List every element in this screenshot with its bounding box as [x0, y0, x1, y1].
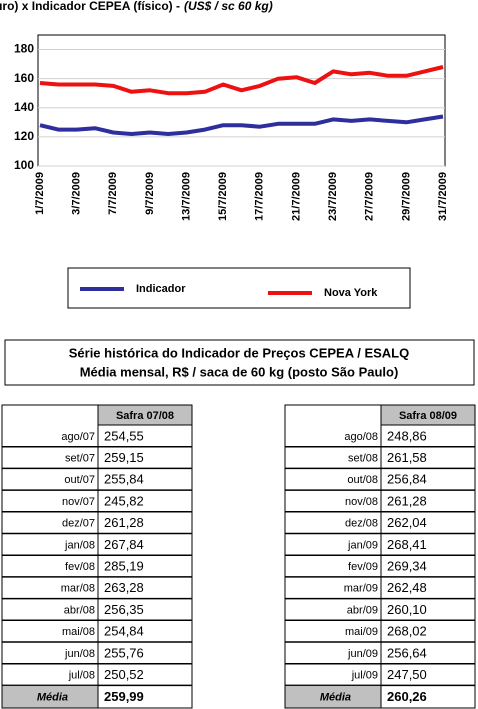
- value-cell: 262,04: [387, 515, 427, 530]
- legend-label: Nova York: [324, 287, 378, 299]
- value-cell: 260,10: [387, 602, 427, 617]
- value-cell: 268,41: [387, 537, 427, 552]
- y-tick-label: 120: [14, 129, 34, 143]
- x-tick-label: 3/7/2009: [71, 172, 83, 215]
- value-cell: 268,02: [387, 624, 427, 639]
- month-cell: set/07: [65, 452, 95, 464]
- x-tick-label: 21/7/2009: [290, 172, 302, 221]
- month-cell: mai/08: [62, 626, 95, 638]
- value-cell: 255,84: [104, 472, 144, 487]
- month-cell: jun/09: [347, 648, 378, 660]
- month-cell: abr/08: [64, 604, 95, 616]
- series-line: [39, 114, 444, 136]
- month-cell: fev/09: [348, 561, 378, 573]
- y-tick-label: 180: [14, 42, 34, 56]
- month-cell: dez/08: [345, 518, 378, 530]
- value-cell: 256,84: [387, 472, 427, 487]
- footer-value: 260,26: [387, 689, 427, 704]
- value-cell: 261,58: [387, 450, 427, 465]
- value-cell: 285,19: [104, 558, 144, 573]
- x-tick-label: 1/7/2009: [34, 172, 46, 215]
- month-cell: mai/09: [345, 626, 378, 638]
- y-tick-label: 160: [14, 71, 34, 85]
- y-tick-label: 100: [14, 158, 34, 172]
- value-cell: 261,28: [387, 493, 427, 508]
- month-cell: set/08: [348, 452, 378, 464]
- value-cell: 262,48: [387, 580, 427, 595]
- month-cell: jul/08: [68, 669, 95, 681]
- month-cell: nov/08: [345, 496, 378, 508]
- y-tick-label: 140: [14, 100, 34, 114]
- footer-value: 259,99: [104, 689, 144, 704]
- chart-title-unit: (US$ / sc 60 kg): [184, 0, 273, 13]
- value-cell: 256,64: [387, 645, 427, 660]
- x-tick-label: 7/7/2009: [107, 172, 119, 215]
- month-cell: jan/09: [347, 539, 378, 551]
- month-cell: fev/08: [65, 561, 95, 573]
- month-cell: jul/09: [351, 669, 378, 681]
- table-title-box: [4, 339, 475, 386]
- value-cell: 254,84: [104, 624, 144, 639]
- table-border: [284, 404, 476, 709]
- x-tick-label: 29/7/2009: [400, 172, 412, 221]
- table-title: Série histórica do Indicador de Preços C…: [69, 345, 410, 360]
- series-line: [39, 65, 444, 96]
- month-cell: mar/08: [61, 583, 95, 595]
- value-cell: 248,86: [387, 428, 427, 443]
- x-tick-label: 15/7/2009: [217, 172, 229, 221]
- month-cell: out/07: [64, 474, 95, 486]
- value-cell: 254,55: [104, 428, 144, 443]
- footer-label-cell: [1, 684, 99, 709]
- footer-label: Média: [320, 692, 351, 704]
- value-cell: 259,15: [104, 450, 144, 465]
- chart-title: NY (futuro) x Indicador CEPEA (físico) -: [0, 0, 180, 13]
- month-cell: nov/07: [62, 496, 95, 508]
- x-tick-label: 31/7/2009: [437, 172, 449, 221]
- table-header: Safra 07/08: [116, 410, 174, 422]
- month-cell: ago/07: [61, 431, 95, 443]
- month-cell: abr/09: [347, 604, 378, 616]
- table-border: [1, 404, 193, 709]
- value-cell: 245,82: [104, 493, 144, 508]
- x-tick-label: 17/7/2009: [254, 172, 266, 221]
- x-tick-label: 23/7/2009: [327, 172, 339, 221]
- value-cell: 256,35: [104, 602, 144, 617]
- month-cell: ago/08: [344, 431, 378, 443]
- value-cell: 247,50: [387, 667, 427, 682]
- footer-label-cell: [284, 684, 382, 709]
- footer-label: Média: [37, 692, 68, 704]
- value-cell: 267,84: [104, 537, 144, 552]
- value-cell: 261,28: [104, 515, 144, 530]
- legend-box: [67, 267, 411, 309]
- table-header: Safra 08/09: [399, 410, 457, 422]
- x-tick-label: 13/7/2009: [180, 172, 192, 221]
- month-cell: dez/07: [62, 518, 95, 530]
- x-tick-label: 9/7/2009: [144, 172, 156, 215]
- value-cell: 263,28: [104, 580, 144, 595]
- value-cell: 269,34: [387, 558, 427, 573]
- plot-area: [37, 34, 446, 167]
- month-cell: out/08: [347, 474, 378, 486]
- value-cell: 250,52: [104, 667, 144, 682]
- month-cell: jan/08: [64, 539, 95, 551]
- legend-label: Indicador: [136, 283, 186, 295]
- x-tick-label: 27/7/2009: [364, 172, 376, 221]
- month-cell: mar/09: [344, 583, 378, 595]
- value-cell: 255,76: [104, 645, 144, 660]
- table-subtitle: Média mensal, R$ / saca de 60 kg (posto …: [80, 364, 399, 379]
- month-cell: jun/08: [64, 648, 95, 660]
